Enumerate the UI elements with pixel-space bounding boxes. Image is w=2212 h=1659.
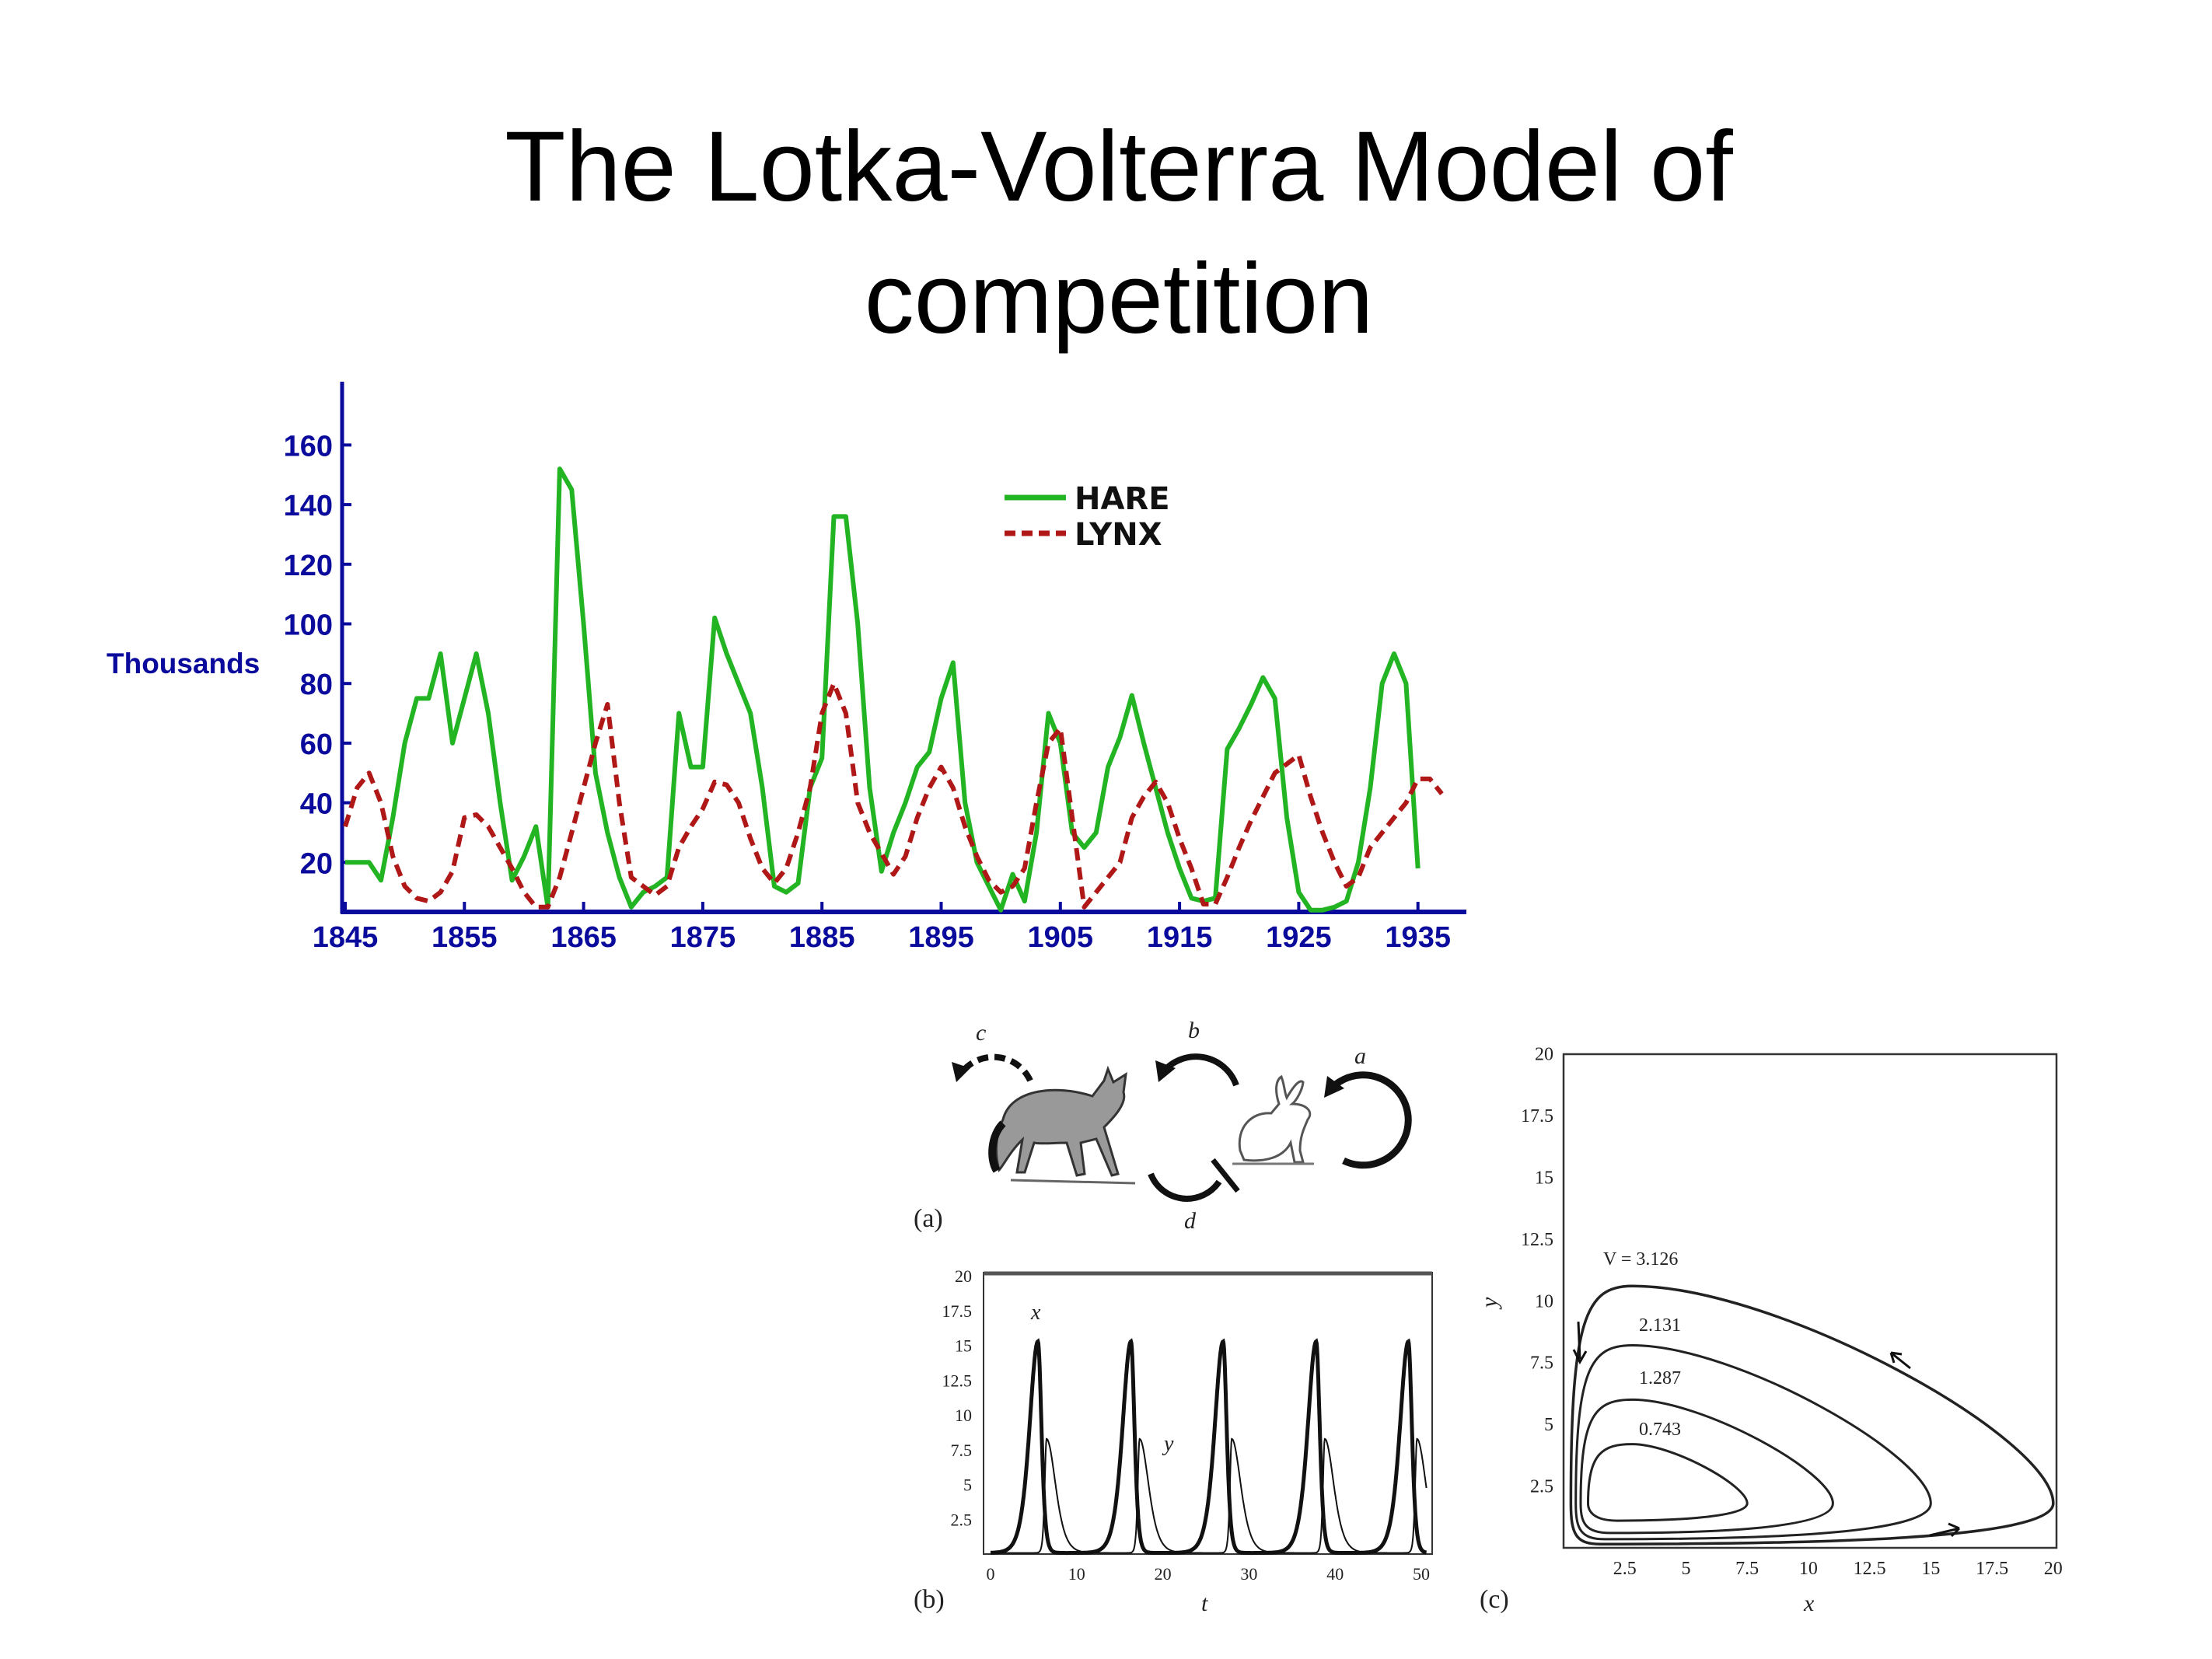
y-tick-label: 140 (284, 490, 333, 522)
slide-title-line1: The Lotka-Volterra Model of (505, 111, 1733, 222)
orbit-curve (1579, 1398, 1834, 1535)
orbit-label: 0.743 (1639, 1420, 1681, 1440)
x-tick-label: 17.5 (1976, 1559, 2008, 1579)
predation-arrow-b-icon (1159, 1053, 1239, 1087)
y-tick-label: 12.5 (942, 1371, 973, 1390)
conversion-arrow-d-icon (1148, 1172, 1222, 1202)
y-axis-label-y: y (1476, 1297, 1502, 1310)
y-tick-label: 17.5 (942, 1301, 973, 1321)
y-tick-label: 17.5 (1521, 1106, 1553, 1126)
series-line-x (991, 1338, 1427, 1556)
panel-label-b: (b) (914, 1585, 945, 1614)
x-tick-label: 10 (1068, 1564, 1085, 1584)
orbit-curve (1574, 1343, 1932, 1541)
y-tick-label: 20 (300, 847, 333, 880)
series-label-x: x (1030, 1301, 1041, 1325)
arrowhead-icon (1324, 1076, 1344, 1098)
orbit-label: V = 3.126 (1603, 1249, 1678, 1270)
orbit-label: 1.287 (1639, 1368, 1681, 1388)
y-tick-label: 120 (284, 550, 333, 582)
x-tick-label: 1905 (1028, 921, 1094, 954)
plot-frame (1562, 1053, 2058, 1549)
x-tick-label: 12.5 (1854, 1559, 1886, 1579)
rabbit-illustration (1232, 1074, 1314, 1165)
growth-arrow-a-icon (1328, 1071, 1412, 1169)
inhibit-bar-icon (1211, 1158, 1240, 1193)
legend-lynx-label: LYNX (1075, 517, 1162, 553)
x-tick-label: 7.5 (1735, 1559, 1759, 1579)
y-tick-label: 2.5 (1530, 1477, 1553, 1497)
x-tick-label: 1915 (1147, 921, 1213, 954)
y-axis-label: Thousands (107, 648, 260, 679)
panel-label-a: (a) (914, 1204, 943, 1233)
phase-plane-chart: (c) x y 2.5 5 7.5 10 12.5 15 17.5 20 2.5 5 7.5 10 12… (1476, 1045, 2063, 1616)
time-series-chart: (b) t x y 2.5 5 7.5 10 12.5 15 17.5 20 0 10 20 30 40… (914, 1266, 1433, 1616)
x-axis-label-x: x (1803, 1591, 1815, 1616)
y-tick-label: 100 (284, 609, 333, 642)
series-line-y (991, 1437, 1427, 1554)
x-tick-label: 1865 (550, 921, 617, 954)
y-tick-label: 10 (1535, 1291, 1553, 1311)
y-tick-label: 12.5 (1521, 1230, 1553, 1250)
direction-arrow-icon (1572, 1321, 1588, 1365)
predator-prey-diagram: c b a d (a) (914, 1018, 1412, 1234)
x-tick-label: 1845 (313, 921, 379, 954)
rate-label-d: d (1184, 1208, 1197, 1234)
x-tick-label: 20 (2044, 1559, 2063, 1579)
y-tick-label: 15 (955, 1336, 972, 1356)
x-tick-label: 15 (1921, 1559, 1940, 1579)
series-label-y: y (1162, 1432, 1174, 1456)
arrowhead-icon (1155, 1060, 1176, 1082)
lynx-hare-chart: Thousands HARE LYNX 20 40 60 80 100 120 140 160… (107, 382, 1466, 954)
direction-arrow-icon (1929, 1522, 1961, 1538)
rate-label-c: c (976, 1020, 986, 1046)
y-tick-label: 160 (284, 430, 333, 463)
y-tick-label: 20 (955, 1266, 972, 1286)
x-tick-label: 1855 (432, 921, 498, 954)
y-tick-label: 5 (963, 1476, 972, 1495)
y-tick-label: 40 (300, 788, 333, 821)
y-tick-label: 7.5 (1530, 1353, 1553, 1374)
fox-illustration (988, 1065, 1136, 1185)
y-tick-label: 10 (955, 1406, 972, 1425)
x-tick-label: 10 (1799, 1559, 1818, 1579)
series-line-lynx (343, 681, 1444, 910)
slide-title-line2: competition (865, 243, 1374, 355)
x-tick-label: 1885 (789, 921, 855, 954)
y-tick-label: 15 (1535, 1168, 1553, 1188)
orbit-curve (1586, 1443, 1749, 1522)
x-tick-label: 40 (1326, 1564, 1344, 1584)
y-tick-label: 7.5 (951, 1441, 973, 1460)
x-tick-label: 1935 (1385, 921, 1451, 954)
x-tick-label: 1925 (1266, 921, 1332, 954)
y-tick-label: 80 (300, 669, 333, 701)
rate-label-a: a (1354, 1043, 1366, 1069)
x-tick-label: 1895 (908, 921, 974, 954)
x-axis-label-t: t (1201, 1591, 1208, 1616)
direction-arrow-icon (1889, 1351, 1911, 1370)
x-tick-label: 1875 (670, 921, 736, 954)
rate-label-b: b (1188, 1018, 1200, 1043)
x-tick-label: 0 (987, 1564, 995, 1584)
y-tick-label: 20 (1535, 1045, 1553, 1065)
death-arrow-c-icon (957, 1053, 1033, 1082)
y-tick-label: 5 (1544, 1415, 1553, 1435)
x-tick-label: 30 (1240, 1564, 1257, 1584)
x-tick-label: 5 (1681, 1559, 1690, 1579)
y-tick-label: 2.5 (951, 1510, 973, 1529)
series-line-hare (345, 466, 1421, 913)
x-tick-label: 2.5 (1613, 1559, 1637, 1579)
orbit-curve (1569, 1284, 2055, 1545)
x-tick-label: 50 (1413, 1564, 1430, 1584)
arrowhead-icon (952, 1062, 970, 1082)
panel-label-c: (c) (1480, 1585, 1509, 1614)
orbit-label: 2.131 (1639, 1315, 1681, 1336)
y-tick-label: 60 (300, 728, 333, 761)
x-tick-label: 20 (1155, 1564, 1172, 1584)
legend-hare-label: HARE (1075, 481, 1170, 517)
